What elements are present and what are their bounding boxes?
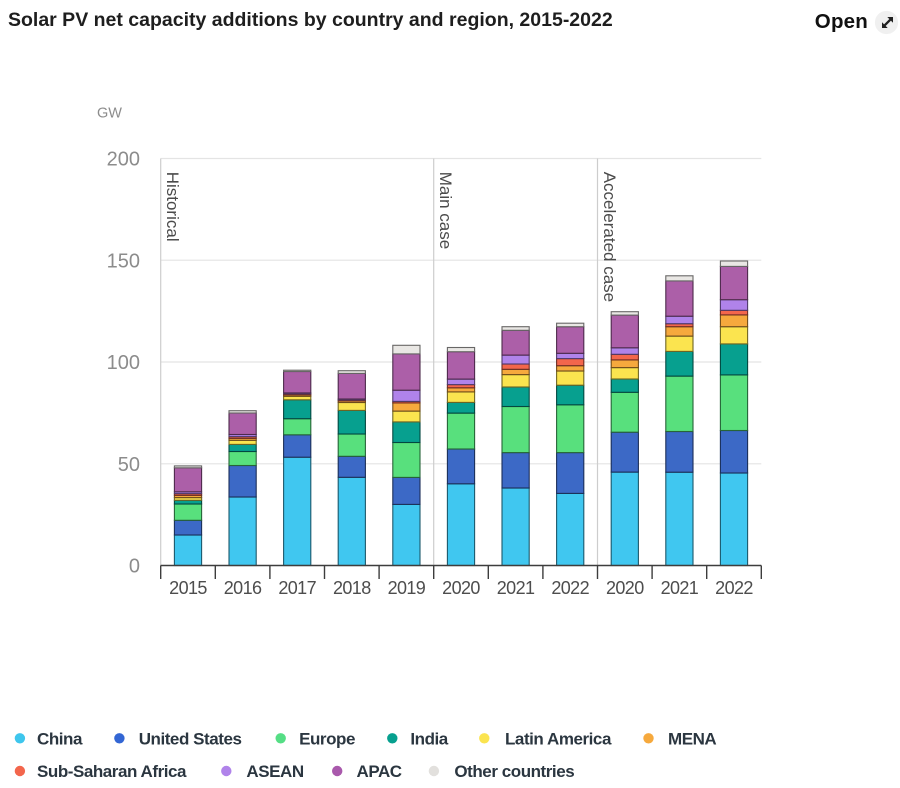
svg-text:2019: 2019 (388, 578, 426, 598)
svg-text:Sub-Saharan Africa: Sub-Saharan Africa (37, 762, 187, 781)
svg-text:China: China (37, 730, 83, 749)
svg-text:2018: 2018 (333, 578, 371, 598)
svg-text:2021: 2021 (661, 578, 699, 598)
svg-text:Other countries: Other countries (454, 762, 574, 781)
svg-text:ASEAN: ASEAN (246, 762, 303, 781)
svg-text:United States: United States (139, 730, 242, 749)
svg-text:100: 100 (107, 352, 140, 374)
svg-text:0: 0 (129, 556, 140, 578)
svg-text:Latin America: Latin America (505, 730, 612, 749)
svg-text:GW: GW (97, 106, 122, 122)
svg-text:APAC: APAC (357, 762, 402, 781)
svg-text:2015: 2015 (169, 578, 207, 598)
svg-text:India: India (410, 730, 448, 749)
svg-text:Historical: Historical (163, 172, 182, 242)
svg-text:2020: 2020 (606, 578, 644, 598)
svg-text:MENA: MENA (668, 730, 716, 749)
svg-text:Solar PV net capacity addition: Solar PV net capacity additions by count… (8, 9, 613, 31)
svg-text:Accelerated case: Accelerated case (600, 172, 619, 302)
svg-text:Main case: Main case (436, 172, 455, 249)
svg-text:Open: Open (815, 10, 868, 33)
svg-text:2022: 2022 (551, 578, 589, 598)
svg-text:50: 50 (118, 454, 140, 476)
svg-text:Europe: Europe (299, 730, 355, 749)
svg-text:2020: 2020 (442, 578, 480, 598)
svg-text:2016: 2016 (224, 578, 262, 598)
svg-text:200: 200 (107, 149, 140, 171)
svg-text:2017: 2017 (278, 578, 316, 598)
svg-text:2021: 2021 (497, 578, 535, 598)
svg-text:2022: 2022 (715, 578, 753, 598)
svg-text:150: 150 (107, 250, 140, 272)
